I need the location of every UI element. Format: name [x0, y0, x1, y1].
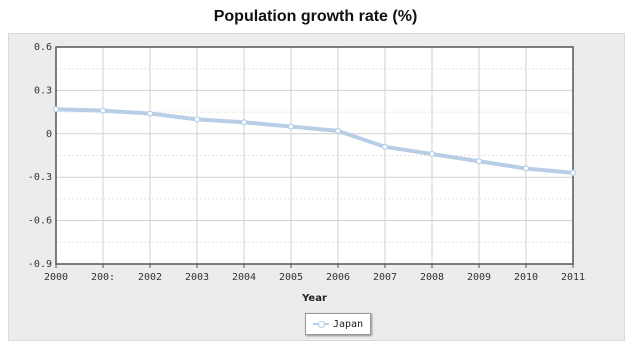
data-point: [52, 106, 60, 113]
x-tick-label: 2000: [44, 272, 68, 283]
data-point: [99, 107, 107, 114]
data-point: [569, 169, 577, 176]
chart-title: Population growth rate (%): [213, 8, 418, 25]
x-axis-label: Year: [301, 293, 327, 304]
data-point: [146, 110, 154, 117]
data-point: [287, 123, 295, 130]
x-tick-label: 200:: [91, 272, 115, 283]
legend-label: Japan: [333, 318, 364, 330]
y-tick-label: -0.6: [28, 216, 52, 227]
x-tick-label: 2006: [326, 272, 350, 283]
legend[interactable]: Japan: [305, 313, 372, 335]
data-point: [240, 119, 248, 126]
x-tick-label: 2003: [185, 272, 209, 283]
y-tick-label: -0.3: [28, 172, 52, 183]
plot-frame: [55, 46, 574, 265]
y-tick-label: 0: [46, 129, 52, 140]
x-tick-label: 2007: [373, 272, 397, 283]
data-point: [428, 150, 436, 158]
y-tick-label: 0.3: [34, 85, 52, 96]
data-point: [381, 143, 389, 150]
x-tick-label: 2009: [467, 272, 491, 283]
data-point: [522, 165, 530, 172]
x-tick-label: 2004: [232, 272, 256, 283]
x-tick-label: 2002: [138, 272, 162, 283]
x-tick-label: 2005: [279, 272, 303, 283]
legend-swatch-icon: [313, 319, 329, 329]
series-line: [54, 107, 575, 175]
plot-area: [56, 47, 573, 264]
data-point: [193, 116, 201, 123]
x-tick-label: 2008: [420, 272, 444, 283]
y-tick-label: -0.9: [28, 259, 52, 270]
data-point: [475, 158, 483, 165]
data-point: [334, 127, 342, 135]
x-tick-label: 2010: [514, 272, 538, 283]
x-tick-label: 2011: [561, 272, 585, 283]
y-tick-label: 0.6: [34, 42, 52, 53]
